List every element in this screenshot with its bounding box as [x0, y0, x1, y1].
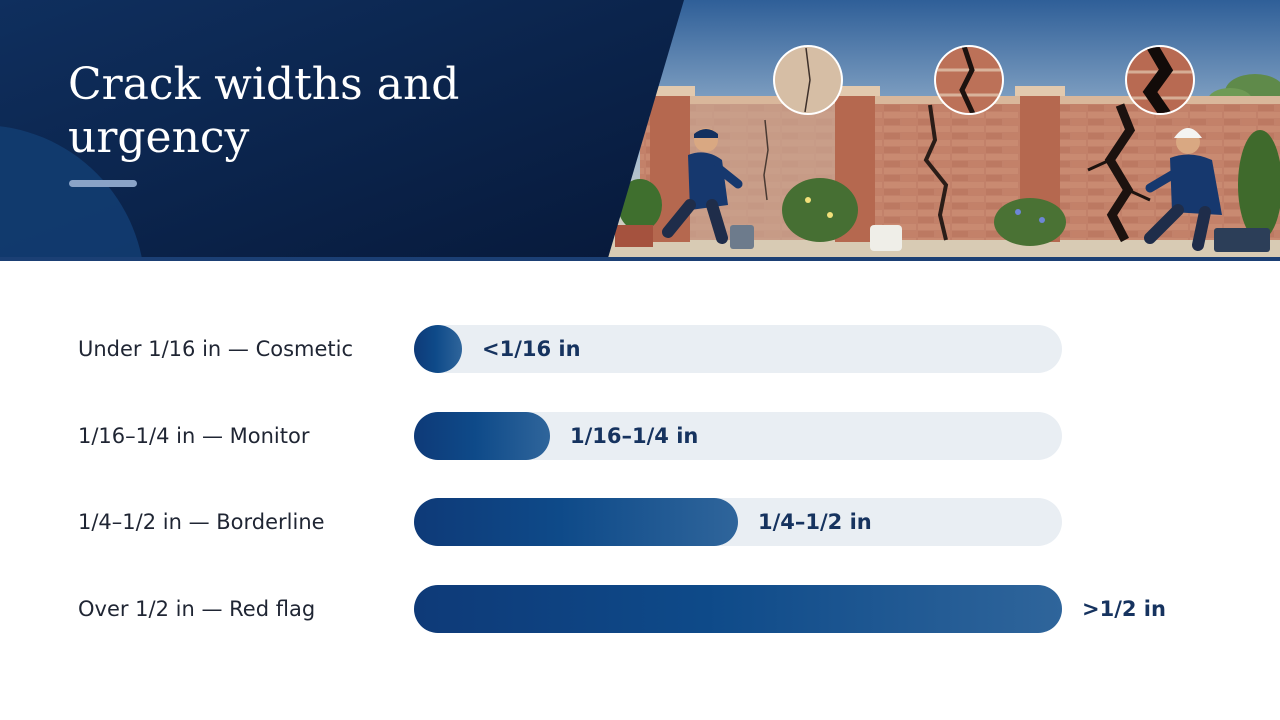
bar-row: 1/4–1/2 in — Borderline 1/4–1/2 in: [0, 498, 1280, 546]
header-divider: [0, 257, 1280, 261]
category-label: 1/16–1/4 in — Monitor: [78, 424, 310, 448]
bar-row: Over 1/2 in — Red flag >1/2 in: [0, 585, 1280, 633]
category-label: Over 1/2 in — Red flag: [78, 597, 316, 621]
header-banner: Crack widths and urgency: [0, 0, 1280, 261]
bar-track: [414, 325, 1062, 373]
category-label: Under 1/16 in — Cosmetic: [78, 337, 354, 361]
value-label: 1/16–1/4 in: [570, 424, 699, 448]
title-underline: [69, 180, 137, 187]
bar-fill: [414, 412, 550, 460]
category-label: 1/4–1/2 in — Borderline: [78, 510, 325, 534]
bar-fill: [414, 585, 1062, 633]
crack-width-chart: Under 1/16 in — Cosmetic <1/16 in 1/16–1…: [0, 261, 1280, 720]
value-label: <1/16 in: [482, 337, 581, 361]
value-label: 1/4–1/2 in: [758, 510, 872, 534]
bar-row: 1/16–1/4 in — Monitor 1/16–1/4 in: [0, 412, 1280, 460]
page-title: Crack widths and urgency: [68, 59, 460, 163]
bar-fill: [414, 325, 462, 373]
bar-fill: [414, 498, 738, 546]
bar-row: Under 1/16 in — Cosmetic <1/16 in: [0, 325, 1280, 373]
header-illustration: [0, 0, 1280, 258]
value-label: >1/2 in: [1082, 597, 1166, 621]
